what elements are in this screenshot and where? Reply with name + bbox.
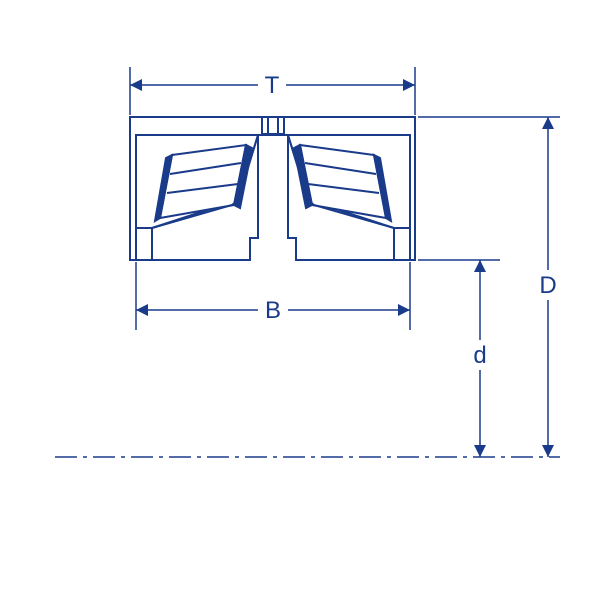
- dimension-D: D: [534, 117, 564, 457]
- dimension-d: d: [468, 260, 494, 457]
- dimension-T: T: [130, 68, 415, 99]
- right-roller: [294, 145, 391, 221]
- bearing-cross-section: [130, 117, 415, 260]
- label-D: D: [539, 272, 556, 299]
- dimension-B: B: [136, 294, 410, 324]
- bearing-diagram: T B d D: [0, 0, 600, 600]
- label-d: d: [473, 342, 486, 369]
- label-T: T: [265, 72, 280, 99]
- left-roller: [155, 145, 252, 221]
- label-B: B: [265, 297, 281, 324]
